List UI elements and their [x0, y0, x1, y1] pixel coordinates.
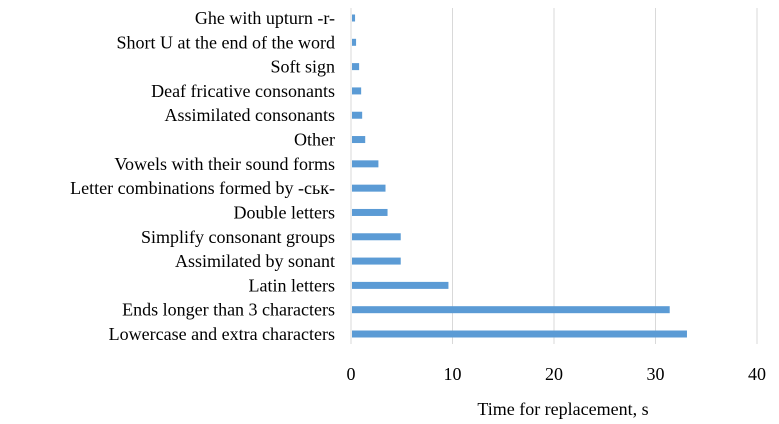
x-tick-label-40: 40	[748, 364, 766, 384]
bar-6	[352, 184, 386, 192]
category-label-3: Assimilated by sonant	[175, 251, 335, 271]
bar-4	[352, 233, 401, 241]
x-tick-labels: 0 10 20 30 40	[347, 364, 767, 384]
category-labels: Lowercase and extra characters Ends longe…	[70, 8, 335, 344]
bar-11	[352, 63, 360, 71]
bars-group	[352, 14, 687, 338]
bar-2	[352, 281, 449, 289]
category-label-10: Deaf fricative consonants	[151, 81, 335, 101]
category-label-1: Ends longer than 3 characters	[122, 300, 335, 320]
grid-lines	[452, 8, 758, 344]
bar-7	[352, 160, 379, 168]
category-label-0: Lowercase and extra characters	[109, 324, 335, 344]
x-tick-label-30: 30	[647, 364, 665, 384]
category-label-4: Simplify consonant groups	[141, 227, 335, 247]
bar-13	[352, 14, 356, 22]
category-label-2: Latin letters	[249, 275, 335, 295]
bar-1	[352, 306, 670, 314]
category-label-11: Soft sign	[270, 57, 335, 77]
bar-8	[352, 136, 366, 144]
x-tick-label-0: 0	[347, 364, 356, 384]
x-axis-title: Time for replacement, s	[477, 399, 648, 419]
bar-10	[352, 87, 362, 95]
bar-9	[352, 111, 363, 119]
category-label-12: Short U at the end of the word	[117, 32, 335, 52]
bar-12	[352, 38, 357, 46]
x-tick-label-10: 10	[444, 364, 462, 384]
category-label-13: Ghe with upturn -r-	[195, 8, 335, 28]
category-label-6: Letter combinations formed by -ськ-	[70, 178, 335, 198]
bar-5	[352, 208, 388, 216]
category-label-5: Double letters	[234, 202, 335, 222]
category-label-9: Assimilated consonants	[165, 105, 335, 125]
bar-0	[352, 330, 687, 338]
category-label-7: Vowels with their sound forms	[114, 154, 335, 174]
bar-3	[352, 257, 401, 265]
category-label-8: Other	[294, 130, 335, 150]
x-tick-label-20: 20	[545, 364, 563, 384]
